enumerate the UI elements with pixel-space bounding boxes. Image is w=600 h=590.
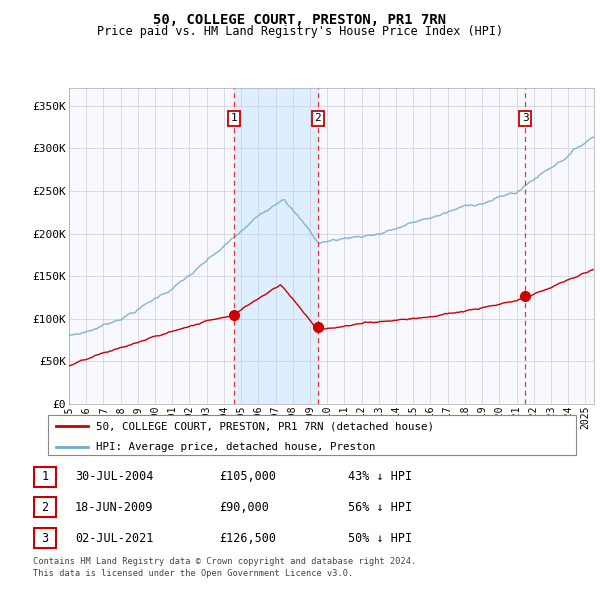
Text: Price paid vs. HM Land Registry's House Price Index (HPI): Price paid vs. HM Land Registry's House … xyxy=(97,25,503,38)
FancyBboxPatch shape xyxy=(34,497,56,517)
Text: This data is licensed under the Open Government Licence v3.0.: This data is licensed under the Open Gov… xyxy=(33,569,353,578)
Text: 50% ↓ HPI: 50% ↓ HPI xyxy=(348,532,412,545)
FancyBboxPatch shape xyxy=(34,467,56,487)
Text: 2: 2 xyxy=(314,113,321,123)
Text: 50, COLLEGE COURT, PRESTON, PR1 7RN (detached house): 50, COLLEGE COURT, PRESTON, PR1 7RN (det… xyxy=(95,421,434,431)
FancyBboxPatch shape xyxy=(48,415,576,455)
Text: 43% ↓ HPI: 43% ↓ HPI xyxy=(348,470,412,483)
Bar xyxy=(234,88,318,404)
FancyBboxPatch shape xyxy=(34,528,56,548)
Text: 3: 3 xyxy=(41,532,49,545)
Text: 30-JUL-2004: 30-JUL-2004 xyxy=(75,470,154,483)
Text: 50, COLLEGE COURT, PRESTON, PR1 7RN: 50, COLLEGE COURT, PRESTON, PR1 7RN xyxy=(154,13,446,27)
Text: 18-JUN-2009: 18-JUN-2009 xyxy=(75,501,154,514)
Text: 3: 3 xyxy=(522,113,529,123)
Text: 1: 1 xyxy=(230,113,238,123)
Text: Contains HM Land Registry data © Crown copyright and database right 2024.: Contains HM Land Registry data © Crown c… xyxy=(33,557,416,566)
Text: 56% ↓ HPI: 56% ↓ HPI xyxy=(348,501,412,514)
Text: 02-JUL-2021: 02-JUL-2021 xyxy=(75,532,154,545)
Text: HPI: Average price, detached house, Preston: HPI: Average price, detached house, Pres… xyxy=(95,442,375,452)
Text: 1: 1 xyxy=(41,470,49,483)
Text: £90,000: £90,000 xyxy=(219,501,269,514)
Text: £105,000: £105,000 xyxy=(219,470,276,483)
Text: 2: 2 xyxy=(41,501,49,514)
Text: £126,500: £126,500 xyxy=(219,532,276,545)
